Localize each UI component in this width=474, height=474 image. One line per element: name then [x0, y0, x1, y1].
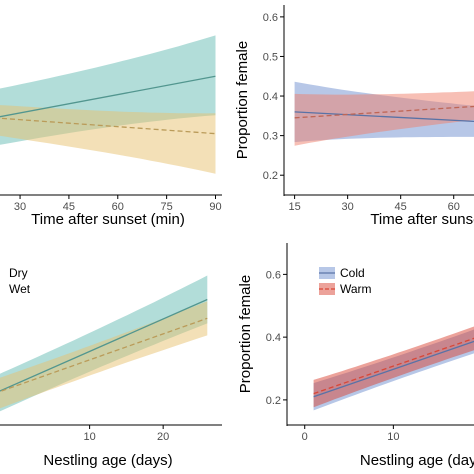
x-tick-label: 0 [302, 431, 308, 443]
confidence-band-series-2 [0, 105, 216, 174]
y-tick-label: 0.2 [266, 395, 281, 407]
x-tick-label: 30 [14, 201, 26, 213]
x-tick-label: 45 [395, 201, 407, 213]
fit-line-wet [0, 317, 208, 393]
fit-line-cold [313, 340, 474, 398]
y-tick-label: 0.4 [263, 91, 278, 103]
fit-line-series-1 [0, 75, 216, 118]
legend-label-cold: Cold [340, 266, 365, 280]
chart-panel-bottom-right: 0 10 0.2 0.4 0.6 Nestling age (days) Proportio… [237, 243, 474, 469]
plot-area [294, 81, 474, 146]
x-tick-label: 90 [209, 201, 221, 213]
y-tick-label: 0.4 [266, 332, 281, 344]
fit-line-series-1 [294, 111, 474, 122]
x-axis-title: Time after sunset [370, 211, 474, 228]
x-axis-title: Nestling age (days) [360, 452, 474, 469]
chart-panel-top-left: 30 45 60 75 90 Time after sunset (min) [0, 35, 222, 228]
legend-label-dry: Dry [9, 266, 28, 280]
y-tick-label: 0.3 [263, 131, 278, 143]
x-tick-label: 45 [63, 201, 75, 213]
x-axis-title: Nestling age (days) [43, 452, 172, 469]
x-tick-label: 60 [112, 201, 124, 213]
chart-panel-top-right: 15 30 45 60 0.2 0.3 0.4 0.5 0.6 Time after sunset… [234, 5, 474, 228]
x-axis-title: Time after sunset (min) [31, 211, 185, 228]
x-tick-label: 10 [387, 431, 399, 443]
y-axis-title: Proportion female [237, 275, 254, 393]
fit-line-series-2 [0, 117, 216, 135]
y-tick-label: 0.5 [263, 51, 278, 63]
fit-line-series-2 [294, 105, 474, 119]
x-tick-label: 75 [161, 201, 173, 213]
legend: Cold Warm [319, 266, 372, 296]
y-tick-label: 0.6 [263, 12, 278, 24]
y-tick-label: 0.6 [266, 269, 281, 281]
x-tick-label: 60 [448, 201, 460, 213]
plot-area [0, 35, 216, 174]
fit-line-warm [313, 337, 474, 395]
confidence-band-series-2 [294, 91, 474, 146]
plot-area [313, 326, 474, 411]
x-tick-label: 10 [83, 431, 95, 443]
confidence-band-wet [0, 301, 208, 409]
legend-label-warm: Warm [340, 282, 372, 296]
legend-label-wet: Wet [9, 282, 31, 296]
y-axis-title: Proportion female [234, 41, 251, 159]
chart-panel-bottom-left: 10 20 Nestling age (days) Dry Wet [0, 266, 222, 469]
y-tick-label: 0.2 [263, 170, 278, 182]
x-tick-label: 15 [288, 201, 300, 213]
plot-area [0, 275, 208, 412]
x-tick-label: 20 [157, 431, 169, 443]
legend: Dry Wet [9, 266, 31, 296]
fit-line-dry [0, 298, 208, 392]
x-tick-label: 30 [342, 201, 354, 213]
confidence-band-warm [313, 326, 474, 408]
